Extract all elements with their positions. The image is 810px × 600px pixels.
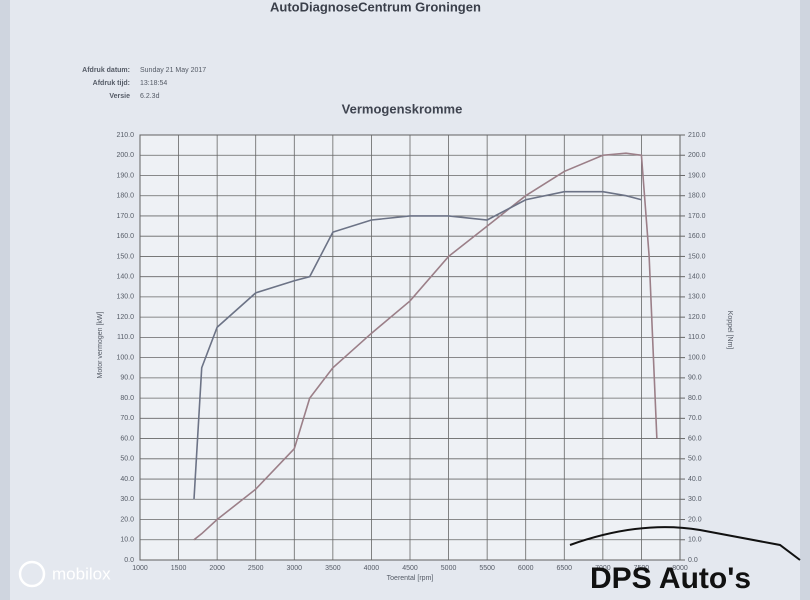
y-tick-label: 200.0 (116, 152, 134, 159)
x-axis-label: Toerental [rpm] (387, 575, 434, 582)
y2-tick-label: 50.0 (688, 456, 702, 463)
x-tick-label: 4000 (364, 565, 380, 572)
y-tick-label: 110.0 (117, 334, 134, 341)
y-tick-label: 180.0 (116, 193, 134, 200)
y-tick-label: 60.0 (120, 435, 134, 442)
chart-title: Vermogenskromme (342, 101, 463, 116)
y2-tick-label: 30.0 (688, 496, 702, 503)
x-tick-label: 7500 (634, 565, 650, 572)
y2-tick-label: 90.0 (688, 375, 702, 382)
series-line (193, 152, 658, 541)
y-tick-label: 10.0 (120, 537, 134, 544)
watermark: mobilox (18, 560, 111, 588)
x-tick-label: 2500 (248, 565, 264, 572)
field-label: Versie (109, 93, 130, 100)
x-tick-label: 2000 (209, 565, 225, 572)
x-tick-label: 6000 (518, 565, 534, 572)
y2-tick-label: 150.0 (688, 253, 706, 260)
y2-tick-label: 140.0 (688, 274, 706, 281)
y2-tick-label: 120.0 (688, 314, 706, 321)
y-axis-label: Motor vermogen [kW] (97, 311, 104, 378)
y-tick-label: 80.0 (120, 395, 134, 402)
y-tick-label: 90.0 (120, 375, 134, 382)
y2-tick-label: 10.0 (688, 537, 702, 544)
y2-tick-label: 210.0 (688, 132, 706, 139)
y2-tick-label: 70.0 (688, 415, 702, 422)
x-tick-label: 3500 (325, 565, 341, 572)
watermark-icon (18, 560, 46, 588)
y2-tick-label: 40.0 (688, 476, 702, 483)
y2-tick-label: 60.0 (688, 435, 702, 442)
field-value: 6.2.3d (140, 93, 160, 100)
field-value: Sunday 21 May 2017 (140, 67, 206, 74)
y2-tick-label: 180.0 (688, 193, 706, 200)
y2-axis-label: Koppel [Nm] (726, 311, 733, 350)
y-tick-label: 100.0 (116, 354, 134, 361)
series-line (193, 190, 642, 500)
y-tick-label: 190.0 (116, 172, 134, 179)
y2-tick-label: 190.0 (688, 172, 706, 179)
y-tick-label: 40.0 (120, 476, 134, 483)
y-tick-label: 50.0 (120, 456, 134, 463)
y2-tick-label: 200.0 (688, 152, 706, 159)
logo-text: DPS Auto's (590, 562, 751, 595)
y-tick-label: 160.0 (116, 233, 134, 240)
watermark-text: mobilox (52, 564, 111, 583)
y-tick-label: 20.0 (120, 516, 134, 523)
field-value: 13:18:54 (140, 80, 167, 87)
y-tick-label: 140.0 (116, 274, 134, 281)
y2-tick-label: 160.0 (688, 233, 706, 240)
y-tick-label: 70.0 (120, 415, 134, 422)
y2-tick-label: 80.0 (688, 395, 702, 402)
y2-tick-label: 100.0 (688, 354, 706, 361)
y-tick-label: 210.0 (116, 132, 134, 139)
y-tick-label: 0.0 (124, 557, 134, 564)
y2-tick-label: 170.0 (688, 213, 706, 220)
x-tick-label: 6500 (556, 565, 572, 572)
y2-tick-label: 110.0 (688, 334, 705, 341)
x-tick-label: 1000 (132, 565, 148, 572)
x-tick-label: 1500 (171, 565, 187, 572)
y2-tick-label: 130.0 (688, 294, 706, 301)
x-tick-label: 5000 (441, 565, 457, 572)
y-tick-label: 150.0 (116, 253, 134, 260)
field-label: Afdruk tijd: (93, 80, 130, 87)
y2-tick-label: 20.0 (688, 516, 702, 523)
y-tick-label: 130.0 (116, 294, 134, 301)
x-tick-label: 8000 (672, 565, 688, 572)
x-tick-label: 7000 (595, 565, 611, 572)
y-tick-label: 30.0 (120, 496, 134, 503)
logo-car (569, 526, 801, 561)
y-tick-label: 170.0 (116, 213, 134, 220)
field-label: Afdruk datum: (82, 67, 130, 74)
x-tick-label: 5500 (479, 565, 495, 572)
x-tick-label: 4500 (402, 565, 418, 572)
company: AutoDiagnoseCentrum Groningen (270, 0, 481, 14)
x-tick-label: 3000 (286, 565, 302, 572)
y2-tick-label: 0.0 (688, 557, 698, 564)
y-tick-label: 120.0 (116, 314, 134, 321)
